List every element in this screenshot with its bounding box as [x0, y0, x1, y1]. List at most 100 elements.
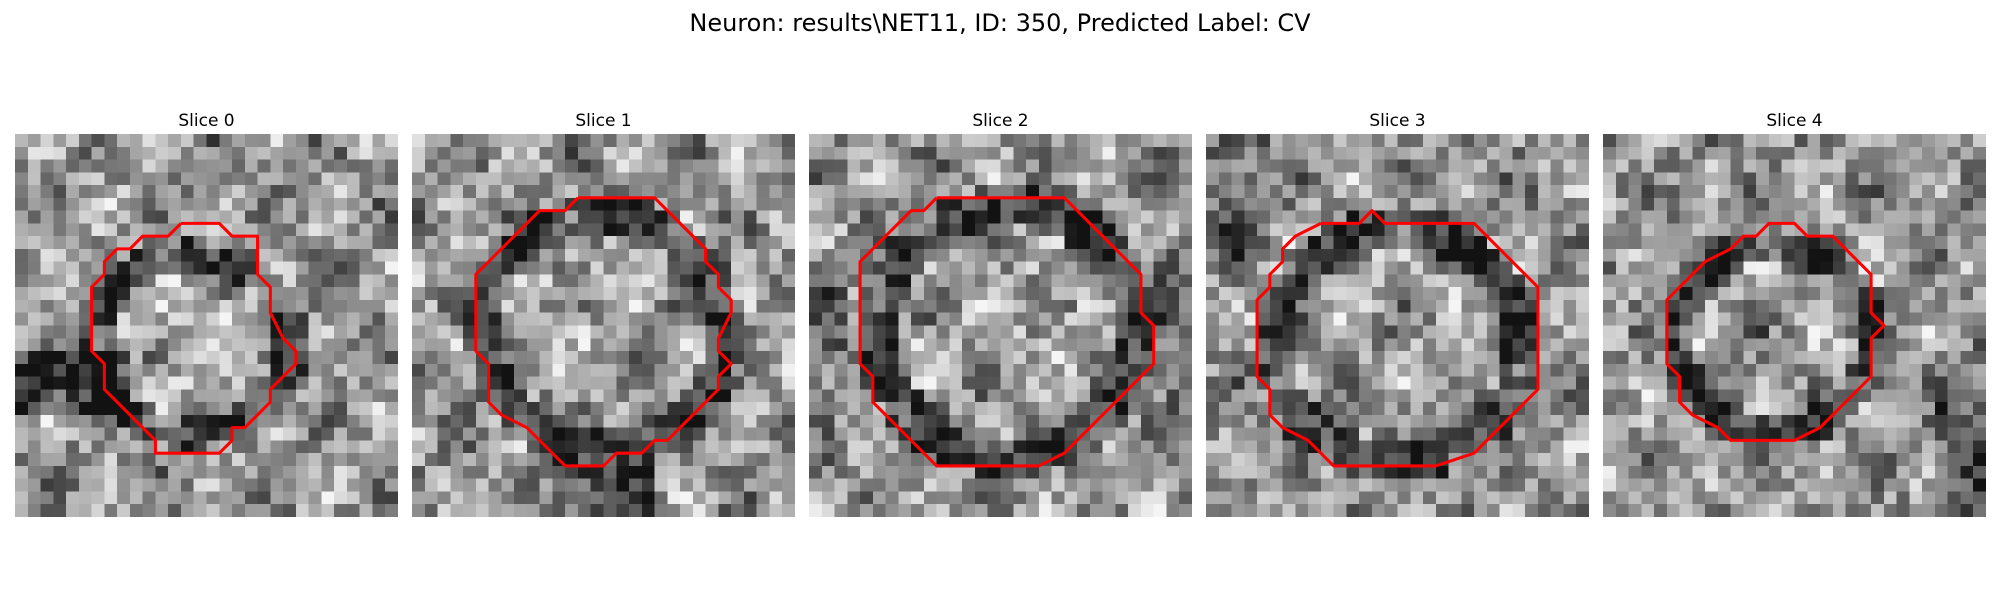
- image-pixel: [1883, 325, 1898, 339]
- image-pixel: [1730, 325, 1744, 339]
- image-pixel: [1206, 223, 1220, 237]
- image-pixel: [1038, 325, 1052, 339]
- image-pixel: [501, 351, 515, 365]
- image-pixel: [488, 299, 502, 314]
- image-pixel: [1153, 465, 1167, 480]
- image-pixel: [91, 172, 105, 186]
- image-pixel: [142, 402, 156, 416]
- image-pixel: [91, 210, 105, 224]
- image-pixel: [1128, 172, 1142, 186]
- image-pixel: [180, 159, 195, 173]
- image-pixel: [1333, 440, 1347, 454]
- image-pixel: [756, 185, 770, 199]
- image-pixel: [385, 325, 398, 339]
- image-pixel: [756, 363, 770, 377]
- image-pixel: [321, 453, 335, 467]
- image-pixel: [346, 172, 361, 186]
- image-pixel: [1064, 465, 1078, 480]
- image-pixel: [1282, 223, 1296, 237]
- image-pixel: [590, 491, 604, 505]
- image-pixel: [680, 134, 694, 148]
- image-pixel: [936, 325, 950, 339]
- image-pixel: [1550, 248, 1564, 263]
- image-pixel: [1973, 491, 1986, 505]
- image-pixel: [577, 478, 592, 492]
- image-pixel: [359, 185, 373, 199]
- image-pixel: [117, 389, 131, 403]
- image-pixel: [1308, 491, 1322, 505]
- image-pixel: [1922, 325, 1936, 339]
- image-pixel: [860, 453, 874, 467]
- image-pixel: [936, 146, 950, 160]
- image-pixel: [1973, 389, 1986, 403]
- image-pixel: [1922, 491, 1936, 505]
- image-pixel: [641, 491, 655, 505]
- image-pixel: [1679, 210, 1693, 224]
- image-pixel: [885, 465, 899, 480]
- image-pixel: [1960, 440, 1974, 454]
- image-pixel: [1474, 134, 1488, 148]
- image-pixel: [1064, 185, 1078, 199]
- image-pixel: [1128, 414, 1142, 429]
- image-pixel: [1858, 146, 1872, 160]
- image-pixel: [1628, 389, 1642, 403]
- image-pixel: [629, 210, 643, 224]
- image-pixel: [450, 287, 464, 301]
- image-pixel: [1730, 402, 1744, 416]
- image-pixel: [232, 363, 246, 377]
- image-pixel: [821, 453, 835, 467]
- image-pixel: [1883, 134, 1898, 148]
- image-pixel: [1550, 338, 1564, 352]
- image-pixel: [168, 146, 182, 160]
- image-pixel: [437, 453, 451, 467]
- image-pixel: [1641, 312, 1655, 326]
- image-pixel: [463, 236, 477, 250]
- image-pixel: [334, 159, 348, 173]
- image-pixel: [1384, 351, 1398, 365]
- image-pixel: [412, 389, 426, 403]
- image-pixel: [385, 465, 398, 480]
- image-pixel: [1231, 402, 1245, 416]
- image-pixel: [295, 197, 310, 211]
- image-pixel: [1179, 440, 1192, 454]
- image-pixel: [705, 312, 719, 326]
- image-pixel: [475, 287, 489, 301]
- image-pixel: [257, 223, 271, 237]
- image-pixel: [821, 363, 835, 377]
- image-pixel: [155, 185, 169, 199]
- image-pixel: [629, 504, 643, 517]
- image-pixel: [1883, 274, 1898, 288]
- image-pixel: [1359, 427, 1373, 441]
- image-pixel: [1960, 338, 1974, 352]
- image-pixel: [1628, 351, 1642, 365]
- image-pixel: [1166, 159, 1180, 173]
- image-pixel: [1820, 440, 1834, 454]
- image-pixel: [1244, 453, 1258, 467]
- image-pixel: [898, 312, 912, 326]
- image-pixel: [1973, 299, 1986, 314]
- image-pixel: [40, 172, 54, 186]
- image-pixel: [1371, 440, 1386, 454]
- image-pixel: [78, 146, 92, 160]
- image-pixel: [1064, 414, 1078, 429]
- image-pixel: [359, 504, 373, 517]
- image-pixel: [1960, 389, 1974, 403]
- image-pixel: [1845, 402, 1859, 416]
- image-pixel: [1231, 465, 1245, 480]
- image-pixel: [1102, 299, 1116, 314]
- image-pixel: [1845, 338, 1859, 352]
- image-pixel: [603, 491, 617, 505]
- image-pixel: [1218, 236, 1232, 250]
- image-pixel: [219, 287, 233, 301]
- image-pixel: [1909, 236, 1923, 250]
- image-pixel: [1333, 210, 1347, 224]
- image-pixel: [1359, 299, 1373, 314]
- image-pixel: [372, 159, 386, 173]
- image-pixel: [1218, 223, 1232, 237]
- image-pixel: [1115, 172, 1129, 186]
- image-pixel: [1153, 236, 1167, 250]
- image-pixel: [692, 453, 707, 467]
- image-pixel: [129, 453, 144, 467]
- image-pixel: [1295, 491, 1309, 505]
- image-pixel: [1218, 172, 1232, 186]
